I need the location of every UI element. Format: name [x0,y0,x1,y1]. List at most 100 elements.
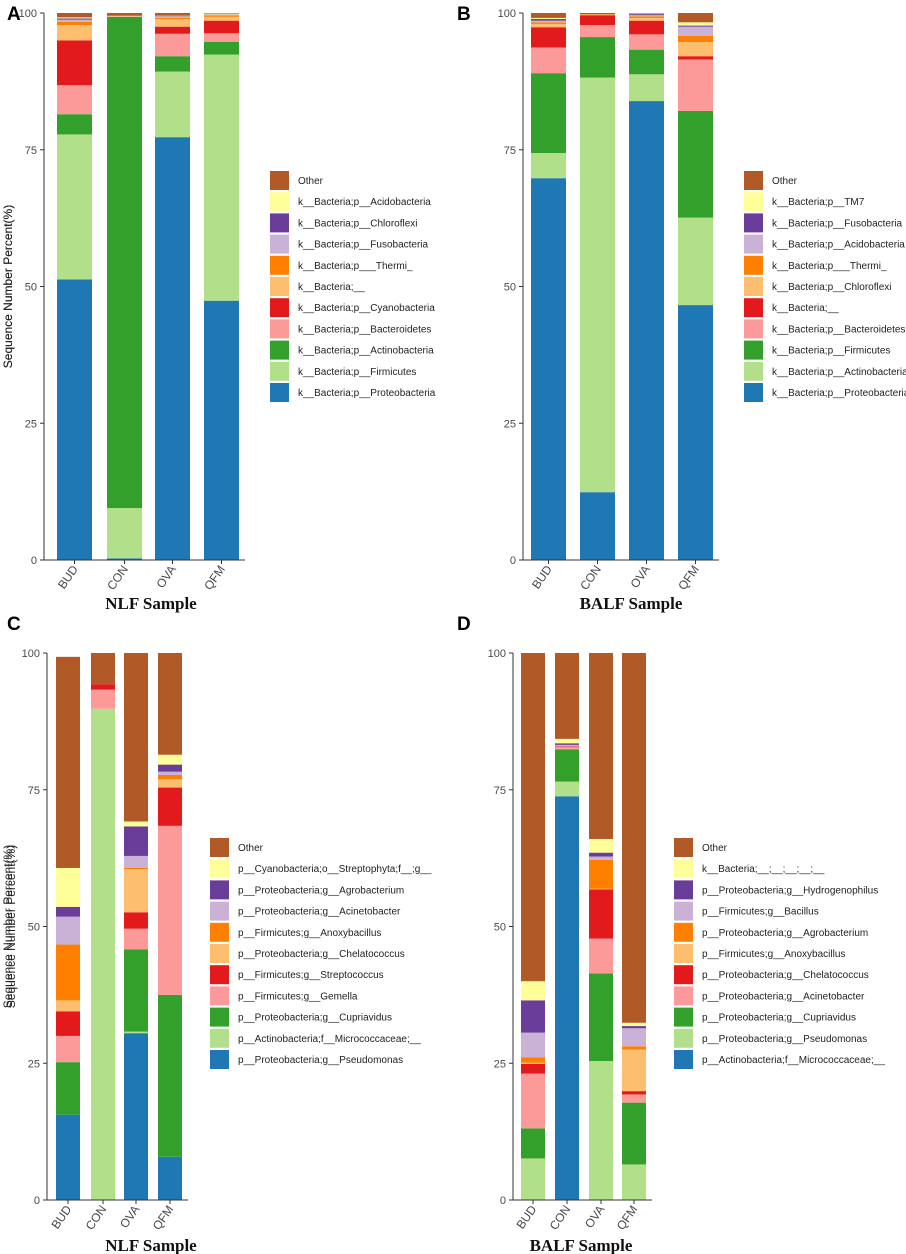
legend-swatch [744,277,763,296]
bar-segment: QFM – k__Bacteria;p__Actinobacteria: 16 [678,217,713,306]
legend-label: k__Bacteria;__ [772,303,839,314]
bar-segment: QFM – k__Bacteria;__: 0.7 [204,16,239,21]
bar-segment: QFM – k__Bacteria;p__Firmicutes: 19.5 [678,110,713,218]
y-axis-label: Sequence Number Percent(%) [1,205,15,368]
bar-segment: OVA – p__Proteobacteria;g__Agrobacterium… [589,859,613,889]
legend-swatch [744,255,763,275]
bar-segment: CON – Other: 0.2 [580,13,615,15]
legend-label: p__Actinobacteria;f__Micrococcaceae;__ [238,1034,421,1045]
bar-segment: OVA – k__Bacteria;p__Chloroflexi: 0.1 [155,16,190,17]
bar-segment: QFM – k__Bacteria;p__Actinobacteria: 2.3 [204,41,239,55]
legend-swatch [674,922,693,942]
bar-segment: CON – p__Firmicutes;g__Bacillus: 0.3 [555,744,579,747]
bar-segment: QFM – Other: 0.1 [204,13,239,14]
legend-label: p__Firmicutes;g__Streptococcus [238,970,384,981]
bar-segment: OVA – p__Proteobacteria;g__Cupriavidus: … [124,949,148,1032]
legend-swatch [270,255,289,275]
bar-segment: OVA – p__Firmicutes;g__Bacillus: 0.6 [589,856,613,860]
bar-segment: OVA – k__Bacteria;p__Actinobacteria: 4.9 [629,74,664,102]
x-tick-label: CON [83,1203,110,1233]
bar-segment: OVA – k__Bacteria;p__Cyanobacteria: 1.3 [155,26,190,34]
bar-segment: BUD – k__Bacteria;__;__;__;__;__: 3.5 [521,981,545,1001]
bar-segment: BUD – k__Bacteria;p__TM7: 0.2 [531,17,566,20]
bar-segment: QFM – k__Bacteria;p__Firmicutes: 45 [204,54,239,301]
y-axis-label: Sequence Number Percent(%) [1,205,15,368]
bar-segment: CON – k__Bacteria;p__Proteobacteria: 12.… [580,492,615,560]
bar-segment: QFM – k__Bacteria;p__Acidobacteria: 0.2 [204,13,239,15]
legend-label: p__Proteobacteria;g__Cupriavidus [702,1013,856,1024]
bar-segment: BUD – p__Cyanobacteria;o__Streptophyta;f… [56,867,80,907]
legend-swatch [674,880,693,900]
legend-swatch [210,1028,229,1048]
bar-segment: OVA – k__Bacteria;p___Thermi_: 0.3 [629,16,664,18]
bar-segment: QFM – k__Bacteria;p___Thermi_: 0.2 [204,15,239,17]
x-tick-label: BUD [55,562,81,591]
bar-segment: QFM – k__Bacteria;p__Proteobacteria: 47.… [204,300,239,560]
legend-label: p__Proteobacteria;g__Pseudomonas [702,1034,867,1045]
bar-segment: CON – k__Bacteria;p__Firmicutes: 7.4 [580,37,615,78]
legend-label: k__Bacteria;p__Cyanobacteria [298,303,435,314]
bar-segment: BUD – k__Bacteria;p__Chloroflexi: 0.2 [57,18,92,20]
legend-swatch [744,192,763,212]
bar-segment: BUD – p__Proteobacteria;g__Hydrogenophil… [521,1000,545,1033]
x-tick-label: CON [577,563,604,593]
y-tick-label: 75 [28,785,40,797]
bar-segment: CON – k__Bacteria;p__Bacteroidetes: 0.1 [107,16,142,17]
legend-swatch [674,838,693,857]
panel-letter: A [7,4,21,25]
x-tick-label: BUD [513,1202,539,1231]
legend-swatch [210,901,229,921]
bar-segment: BUD – p__Firmicutes;g__Streptococcus: 4.… [56,1011,80,1036]
legend-label: k__Bacteria;p__Chloroflexi [298,218,418,229]
bar-segment: CON – p__Proteobacteria;g__Pseudomonas: … [555,781,579,797]
bar-segment: BUD – k__Bacteria;p__Actinobacteria: 3.7 [57,114,92,135]
legend-label: k__Bacteria;p__Fusobacteria [298,240,429,251]
legend-swatch [210,838,229,857]
bar-segment: OVA – p__Proteobacteria;g__Cupriavidus: … [589,973,613,1062]
bar-segment: QFM – p__Firmicutes;g__Anoxybacillus: 7.… [622,1049,646,1092]
bar-segment: CON – k__Bacteria;__: 1.8 [580,15,615,26]
bar-segment: CON – k__Bacteria;__: 0.1 [107,15,142,17]
bar-segment: QFM – Other: 18.6 [158,653,182,755]
legend-label: k__Bacteria;p__Fusobacteria [772,218,903,229]
bar-segment: BUD – k__Bacteria;p__Fusobacteria: 0.4 [57,19,92,22]
bar-segment: OVA – Other: 30.8 [124,653,148,822]
bar-segment: QFM – k__Bacteria;p__Proteobacteria: 46.… [678,305,713,560]
bar-segment: OVA – Other: 0.1 [629,13,664,14]
legend-label: Other [238,843,264,854]
y-tick-label: 50 [494,922,506,934]
y-tick-label: 0 [31,555,37,567]
bar-segment: CON – k__Bacteria;p__Chloroflexi: 0.1 [580,14,615,16]
legend-label: k__Bacteria;p__Firmicutes [298,367,416,378]
legend-label: Other [772,176,798,187]
legend-swatch [210,944,229,963]
legend-label: k__Bacteria;p__Proteobacteria [298,388,436,399]
legend-swatch [744,361,763,381]
bar-segment: QFM – p__Proteobacteria;g__Acinetobacter… [622,1094,646,1103]
bar-segment: OVA – p__Firmicutes;g__Streptococcus: 3 [124,912,148,929]
y-tick-label: 0 [34,1195,40,1207]
y-tick-label: 100 [19,8,37,20]
bar-segment: OVA – k__Bacteria;p__Bacteroidetes: 4.1 [155,33,190,57]
bar-segment: OVA – k__Bacteria;p__TM7: 0.1 [629,13,664,15]
bar-segment: OVA – Other: 34 [589,653,613,839]
legend-swatch [674,1050,693,1069]
bar-segment: OVA – p__Actinobacteria;f__Micrococcacea… [124,1031,148,1034]
x-tick-label: BUD [529,562,555,591]
legend-swatch [674,1028,693,1048]
bar-segment: QFM – p__Proteobacteria;g__Cupriavidus: … [622,1102,646,1165]
bar-segment: CON – k__Bacteria;p__Actinobacteria: 89.… [107,16,142,509]
legend-label: p__Proteobacteria;g__Agrobacterium [702,928,868,939]
x-tick-label: QFM [614,1203,641,1233]
bar-segment: CON – Other: 5.7 [91,653,115,685]
panel-letter: B [457,4,471,25]
y-tick-label: 25 [28,1058,40,1070]
x-tick-label: QFM [150,1203,177,1233]
legend-swatch [270,192,289,212]
legend-label: p__Proteobacteria;g__Chelatococcus [238,949,405,960]
bar-segment: QFM – k__Bacteria;__: 0.6 [678,56,713,60]
legend-swatch [270,340,289,360]
panel-letter: C [7,614,21,635]
bar-segment: BUD – k__Bacteria;p__Firmicutes: 26.5 [57,134,92,280]
legend-label: Other [298,176,324,187]
